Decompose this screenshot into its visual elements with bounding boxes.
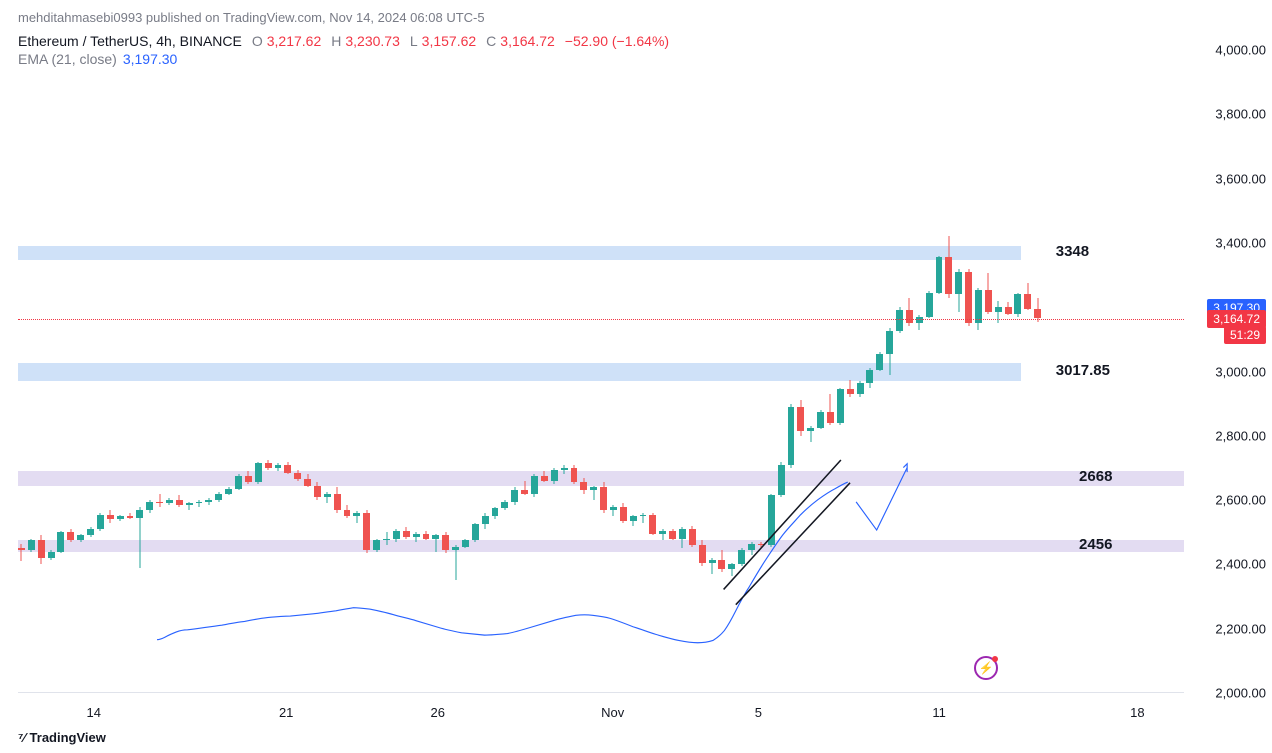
zone-label: 2668 bbox=[1079, 468, 1112, 485]
chart-pane[interactable]: 3348 3017.85 2668 2456 bbox=[18, 50, 1184, 693]
x-tick: 21 bbox=[279, 705, 293, 720]
zone-label: 3348 bbox=[1056, 243, 1089, 260]
y-axis[interactable]: 4,000.003,800.003,600.003,400.003,200.00… bbox=[1184, 50, 1272, 693]
footer-logo: ⁷⁄ TradingView bbox=[18, 730, 106, 745]
low-label: L bbox=[410, 33, 418, 49]
low-value: 3,157.62 bbox=[422, 33, 477, 49]
y-tick: 2,600.00 bbox=[1215, 493, 1266, 508]
symbol-info-bar: Ethereum / TetherUS, 4h, BINANCE O3,217.… bbox=[0, 29, 1272, 51]
y-tick: 3,800.00 bbox=[1215, 107, 1266, 122]
price-zone bbox=[18, 471, 1184, 485]
open-label: O bbox=[252, 33, 263, 49]
close-price-line bbox=[18, 319, 1184, 320]
y-tick: 3,600.00 bbox=[1215, 171, 1266, 186]
close-label: C bbox=[486, 33, 496, 49]
x-tick: Nov bbox=[601, 705, 624, 720]
x-tick: 14 bbox=[87, 705, 101, 720]
y-tick: 4,000.00 bbox=[1215, 43, 1266, 58]
x-tick: 5 bbox=[755, 705, 762, 720]
tv-logo-text: TradingView bbox=[30, 730, 106, 745]
price-zone bbox=[18, 540, 1184, 551]
tv-logo-icon: ⁷⁄ bbox=[18, 730, 26, 745]
x-tick: 26 bbox=[431, 705, 445, 720]
x-tick: 18 bbox=[1130, 705, 1144, 720]
high-value: 3,230.73 bbox=[345, 33, 400, 49]
y-tick: 3,400.00 bbox=[1215, 235, 1266, 250]
change-value: −52.90 (−1.64%) bbox=[565, 33, 669, 49]
close-value: 3,164.72 bbox=[500, 33, 555, 49]
x-tick: 11 bbox=[932, 705, 946, 720]
y-tick: 2,800.00 bbox=[1215, 428, 1266, 443]
symbol-name: Ethereum / TetherUS, 4h, BINANCE bbox=[18, 33, 242, 49]
y-tick: 2,200.00 bbox=[1215, 621, 1266, 636]
y-tick: 3,000.00 bbox=[1215, 364, 1266, 379]
flash-icon[interactable] bbox=[974, 656, 998, 680]
x-axis[interactable]: 14 21 26 Nov 5 11 18 bbox=[18, 699, 1184, 723]
open-value: 3,217.62 bbox=[267, 33, 322, 49]
price-zone bbox=[18, 246, 1021, 260]
zone-label: 2456 bbox=[1079, 536, 1112, 553]
publish-header: mehditahmasebi0993 published on TradingV… bbox=[0, 0, 1272, 29]
y-tick: 2,000.00 bbox=[1215, 686, 1266, 701]
high-label: H bbox=[331, 33, 341, 49]
zone-label: 3017.85 bbox=[1056, 362, 1110, 379]
y-tick: 2,400.00 bbox=[1215, 557, 1266, 572]
countdown-price-label: 51:29 bbox=[1224, 326, 1266, 344]
